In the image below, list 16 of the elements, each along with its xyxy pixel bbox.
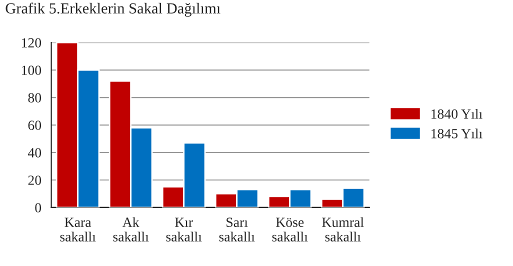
y-tick-label: 120 bbox=[22, 38, 42, 48]
x-tick-label: Ak sakallı bbox=[113, 217, 149, 242]
y-tick-label: 100 bbox=[22, 66, 42, 75]
legend-label: 1840 Yılı bbox=[432, 108, 482, 119]
y-tick-label: 80 bbox=[28, 93, 42, 102]
y-tick-label: 0 bbox=[35, 203, 42, 212]
x-tick-label: Kara sakallı bbox=[60, 218, 96, 242]
y-tick-label: 60 bbox=[28, 120, 42, 130]
x-tick-label: Kır sakallı bbox=[166, 218, 202, 242]
legend-label: 1845 Yılı bbox=[432, 128, 482, 138]
x-tick-label: Kumral sakallı bbox=[322, 217, 364, 242]
x-tick-label: Sarı sakallı bbox=[219, 218, 255, 242]
y-tick-label: 20 bbox=[28, 176, 42, 185]
x-tick-label: Köse sakallı bbox=[272, 218, 308, 242]
chart-title: Grafik 5.Erkeklerin Sakal Dağılımı bbox=[6, 2, 220, 17]
y-tick-label: 40 bbox=[28, 148, 42, 158]
